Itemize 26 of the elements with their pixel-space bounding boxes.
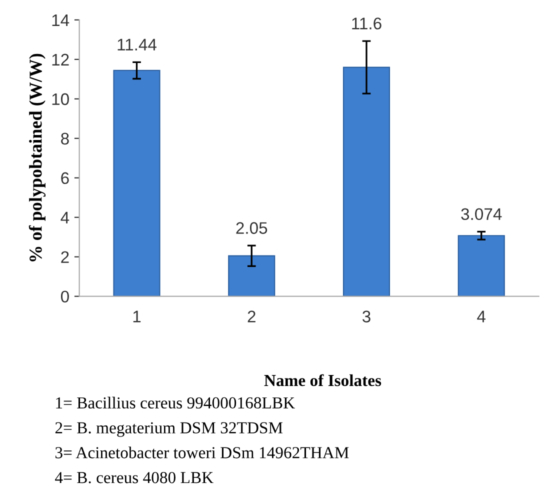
y-tick-label: 2 [61,251,69,263]
data-label: 2.05 [236,222,268,234]
y-tick-label: 10 [52,93,69,106]
data-label: 3.074 [461,208,502,220]
data-label: 11.6 [352,18,382,30]
y-tick-label: 12 [52,54,69,66]
y-axis-title: % of polypobtained (W/W) [28,54,46,262]
y-tick-label: 8 [61,132,69,145]
y-tick-label: 4 [60,212,70,224]
text: 4= B. cereus 4080 LBK [55,472,214,484]
x-tick-label: 4 [477,310,486,322]
x-tick-label: 2 [248,310,256,322]
text: 1= Bacillius cereus 994000168LBK [56,396,295,409]
x-tick-label: 1 [133,310,141,322]
y-tick-label: 0 [60,290,69,303]
bar [228,255,276,296]
bar [458,235,505,296]
y-tick-label: 14 [52,14,70,26]
x-axis-title: Name of Isolates [264,374,382,386]
y-tick-label: 6 [61,172,69,184]
bar [113,70,160,296]
text: 3= Acinetobacter toweri DSm 14962THAM [55,446,349,458]
data-label: 11.44 [118,38,157,50]
text: 2= B. megaterium DSM 32TDSM [55,422,283,437]
x-tick-label: 3 [362,310,370,322]
bar [342,66,390,296]
